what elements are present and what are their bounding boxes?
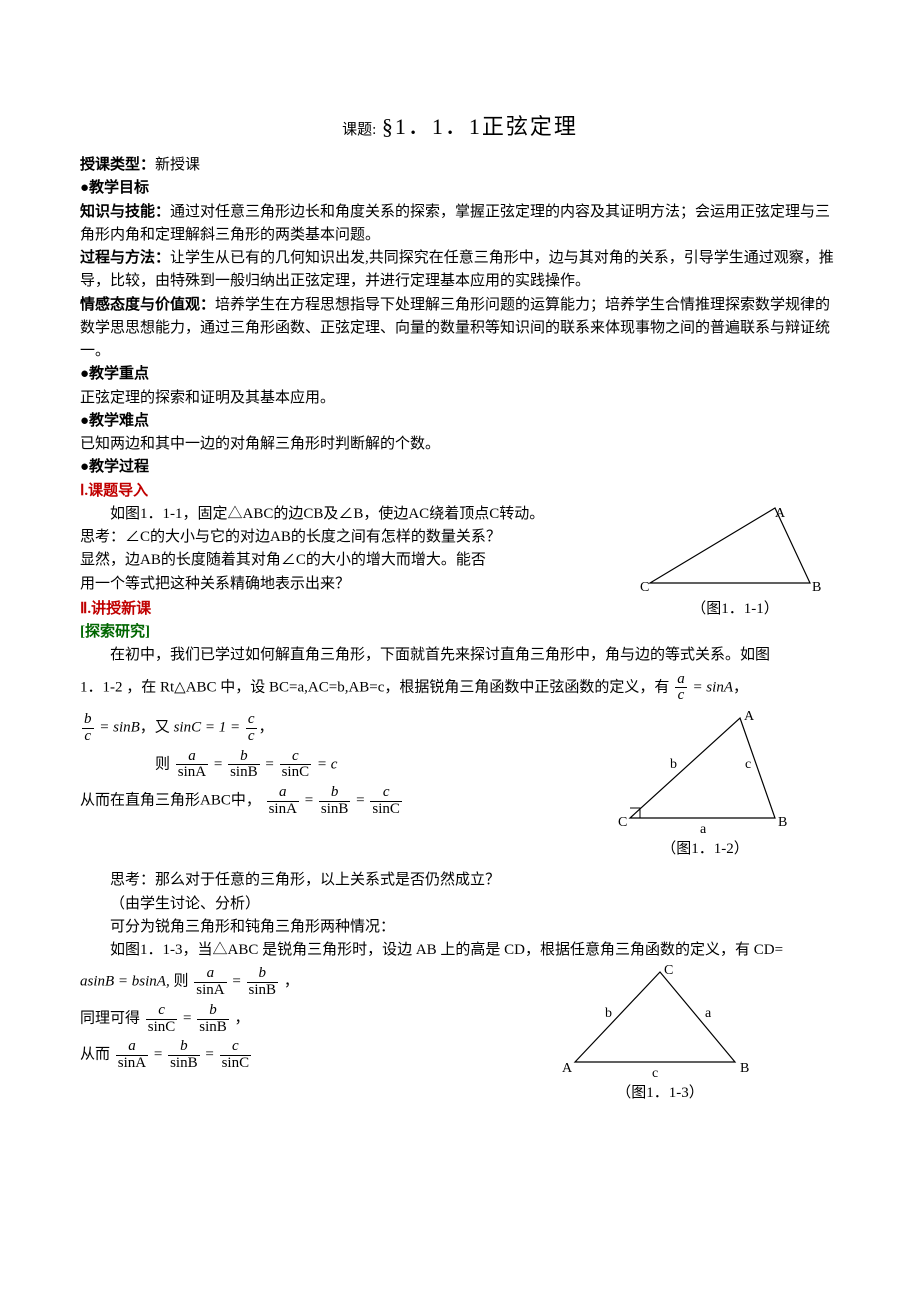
- intro-l3: 显然，边AB的长度随着其对角∠C的大小的增大而增大。能否: [80, 549, 620, 572]
- heading-diff: ●教学难点: [80, 410, 840, 433]
- frac-a-c: ac: [675, 672, 687, 705]
- frac-a-sinA: asinA: [176, 749, 208, 782]
- intro-l1: 如图1．1-1，固定△ABC的边CB及∠B，使边AC绕着顶点C转动。: [80, 503, 620, 526]
- body2-q3: 可分为锐角三角形和钝角三角形两种情况：: [80, 916, 840, 939]
- body2-q4: 如图1．1-3，当△ABC 是锐角三角形时，设边 AB 上的高是 CD，根据任意…: [80, 939, 840, 962]
- svg-text:B: B: [740, 1061, 749, 1076]
- eq-c: = c: [317, 756, 338, 772]
- intro-row: 如图1．1-1，固定△ABC的边CB及∠B，使边AC绕着顶点C转动。 思考：∠C…: [80, 503, 840, 598]
- heading-key: ●教学重点: [80, 363, 840, 386]
- key-text: 正弦定理的探索和证明及其基本应用。: [80, 387, 840, 410]
- class-type: 授课类型：新授课: [80, 154, 840, 177]
- body1-p2: 1．1-2 ，在 Rt△ABC 中，设 BC=a,AC=b,AB=c，根据锐角三…: [80, 672, 840, 705]
- knowledge-text: 通过对任意三角形边长和角度关系的探索，掌握正弦定理的内容及其证明方法；会运用正弦…: [80, 204, 830, 243]
- svg-text:c: c: [745, 757, 751, 772]
- svg-text:A: A: [775, 506, 786, 521]
- frac-b-sinB-4: bsinB: [197, 1003, 229, 1036]
- figure-1-1: A B C: [640, 503, 830, 598]
- heading-intro: Ⅰ.课题导入: [80, 480, 840, 503]
- title-main: §1．1．1正弦定理: [382, 114, 578, 139]
- frac-b-c: bc: [82, 712, 94, 745]
- process-block: 过程与方法：让学生从已有的几何知识出发,共同探究在任意三角形中，边与其对角的关系…: [80, 247, 840, 294]
- class-type-label: 授课类型：: [80, 157, 155, 173]
- svg-text:A: A: [744, 709, 755, 724]
- frac-a-sinA-4: asinA: [116, 1039, 148, 1072]
- heading-goal: ●教学目标: [80, 177, 840, 200]
- frac-b-sinB-2: bsinB: [319, 785, 351, 818]
- svg-text:a: a: [700, 822, 707, 837]
- frac-a-sinA-3: asinA: [194, 966, 226, 999]
- frac-c-sinC: csinC: [280, 749, 312, 782]
- attitude-block: 情感态度与价值观：培养学生在方程思想指导下处理解三角形问题的运算能力；培养学生合…: [80, 294, 840, 364]
- p3a: 则: [155, 756, 170, 772]
- body1-p1: 在初中，我们已学过如何解直角三角形，下面就首先来探讨直角三角形中，角与边的等式关…: [80, 644, 840, 667]
- fig1-caption: （图1．1-1）: [640, 598, 830, 621]
- eq-sinA: = sinA: [692, 679, 733, 695]
- heading-explore: [探索研究]: [80, 621, 620, 644]
- body1-p2a: 1．1-2 ，在 Rt△ABC 中，设 BC=a,AC=b,AB=c，根据锐角三…: [80, 679, 669, 695]
- intro-l2: 思考：∠C的大小与它的对边AB的长度之间有怎样的数量关系？: [80, 526, 620, 549]
- body2-r2: 同理可得 csinC = bsinB ，: [80, 1003, 550, 1036]
- svg-text:B: B: [778, 815, 787, 830]
- frac-b-sinB-3: bsinB: [247, 966, 279, 999]
- frac-b-sinB: bsinB: [228, 749, 260, 782]
- svg-text:b: b: [605, 1006, 612, 1021]
- body2-r1: asinB = bsinA, 则 asinA = bsinB ，: [80, 966, 550, 999]
- frac-a-sinA-2: asinA: [267, 785, 299, 818]
- frac-c-sinC-3: csinC: [146, 1003, 178, 1036]
- body1-p4: 从而在直角三角形ABC中， asinA = bsinB = csinC: [80, 785, 580, 818]
- body2-row: asinB = bsinA, 则 asinA = bsinB ， 同理可得 cs…: [80, 962, 840, 1105]
- body1-p2b: bc = sinB，又 sinC = 1 = cc，: [80, 712, 580, 745]
- intro-l4: 用一个等式把这种关系精确地表示出来？: [80, 573, 620, 596]
- r2a: 同理可得: [80, 1011, 140, 1027]
- class-type-value: 新授课: [155, 157, 200, 173]
- figure-1-3: C A B b a c: [560, 962, 760, 1082]
- p4a: 从而在直角三角形ABC中，: [80, 793, 261, 809]
- svg-text:c: c: [652, 1066, 658, 1081]
- r1b: 则: [173, 974, 188, 990]
- process-text: 让学生从已有的几何知识出发,共同探究在任意三角形中，边与其对角的关系，引导学生通…: [80, 250, 834, 289]
- knowledge-label: 知识与技能：: [80, 204, 170, 220]
- heading-teach: Ⅱ.讲授新课: [80, 598, 620, 621]
- frac-b-sinB-5: bsinB: [168, 1039, 200, 1072]
- frac-c-c: cc: [246, 712, 257, 745]
- body2-q1: 思考：那么对于任意的三角形，以上关系式是否仍然成立？: [80, 869, 840, 892]
- process-label: 过程与方法：: [80, 250, 170, 266]
- svg-text:C: C: [664, 963, 673, 978]
- svg-text:C: C: [640, 580, 649, 595]
- r3a: 从而: [80, 1047, 110, 1063]
- body2-q2: （由学生讨论、分析）: [80, 893, 840, 916]
- frac-c-sinC-4: csinC: [220, 1039, 252, 1072]
- eq-sinC1: sinC = 1 =: [174, 720, 241, 736]
- p2e: ，: [259, 720, 274, 736]
- r1a: asinB = bsinA,: [80, 974, 170, 990]
- fig2-caption: （图1．1-2）: [610, 838, 800, 861]
- figure-1-2: A B C a b c: [610, 708, 800, 838]
- teach-row: Ⅱ.讲授新课 [探索研究] （图1．1-1）: [80, 598, 840, 645]
- body1-p3: 则 asinA = bsinB = csinC = c: [80, 749, 580, 782]
- page-title: 课题: §1．1．1正弦定理: [80, 110, 840, 144]
- svg-text:b: b: [670, 757, 677, 772]
- body1-row: bc = sinB，又 sinC = 1 = cc， 则 asinA = bsi…: [80, 708, 840, 861]
- frac-c-sinC-2: csinC: [370, 785, 402, 818]
- svg-text:A: A: [562, 1061, 573, 1076]
- diff-text: 已知两边和其中一边的对角解三角形时判断解的个数。: [80, 433, 840, 456]
- heading-proc: ●教学过程: [80, 456, 840, 479]
- title-prefix: 课题:: [342, 122, 376, 138]
- svg-text:a: a: [705, 1006, 712, 1021]
- knowledge-block: 知识与技能：通过对任意三角形边长和角度关系的探索，掌握正弦定理的内容及其证明方法…: [80, 201, 840, 248]
- eq-sinB: = sinB: [99, 720, 140, 736]
- p2c: ，又: [140, 720, 170, 736]
- svg-text:C: C: [618, 815, 627, 830]
- fig3-caption: （图1．1-3）: [560, 1082, 760, 1105]
- svg-text:B: B: [812, 580, 821, 595]
- body2-r3: 从而 asinA = bsinB = csinC: [80, 1039, 550, 1072]
- attitude-label: 情感态度与价值观：: [80, 297, 215, 313]
